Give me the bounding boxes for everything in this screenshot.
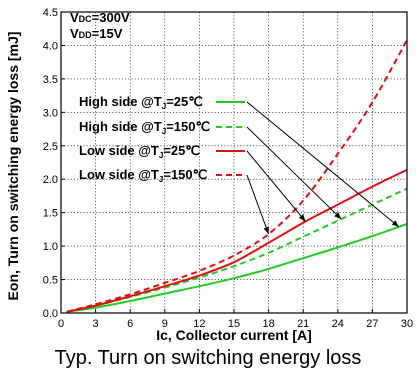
series-line-3 bbox=[66, 168, 408, 313]
y-tick-label: 2.0 bbox=[43, 174, 58, 186]
legend-arrow-1 bbox=[246, 101, 400, 228]
legend-label-2: High side @TJ=150℃ bbox=[79, 119, 210, 136]
legend: High side @TJ=25℃ High side @TJ=150℃ Low s… bbox=[79, 94, 245, 184]
x-tick-label: 12 bbox=[193, 318, 205, 330]
y-tick-label: 3.0 bbox=[43, 107, 58, 119]
legend-arrow-2 bbox=[246, 126, 342, 220]
x-tick-label: 21 bbox=[297, 318, 309, 330]
series-line-4 bbox=[66, 39, 408, 313]
legend-label-4: Low side @TJ=150℃ bbox=[79, 167, 207, 184]
legend-label-3: Low side @TJ=25℃ bbox=[79, 143, 200, 160]
y-tick-label: 4.5 bbox=[43, 7, 58, 19]
x-tick-label: 3 bbox=[93, 318, 99, 330]
series-line-1 bbox=[66, 223, 408, 313]
y-tick-label: 0.5 bbox=[43, 275, 58, 287]
y-tick-label: 1.0 bbox=[43, 241, 58, 253]
x-tick-label: 9 bbox=[162, 318, 168, 330]
y-tick-label: 3.5 bbox=[43, 74, 58, 86]
x-axis-label: Ic, Collector current [A] bbox=[156, 327, 312, 343]
y-tick-label: 4.0 bbox=[43, 40, 58, 52]
x-tick-label: 6 bbox=[127, 318, 133, 330]
data-curves bbox=[66, 39, 408, 313]
y-tick-label: 1.5 bbox=[43, 208, 58, 220]
chart: 0 3 6 9 12 15 18 21 24 27 30 0.0 0.5 1.0 1.5 2.0 2.5 3.0 3… bbox=[5, 7, 414, 343]
test-condition-1: VDC=300V bbox=[70, 10, 130, 25]
axis-ticks: 0 3 6 9 12 15 18 21 24 27 30 0.0 0.5 1.0 1.5 2.0 2.5 3.0 3… bbox=[43, 7, 413, 330]
legend-arrow-3 bbox=[246, 150, 306, 222]
legend-arrow-4 bbox=[246, 174, 270, 235]
test-condition-2: VDD=15V bbox=[70, 26, 123, 41]
x-tick-label: 18 bbox=[262, 318, 274, 330]
x-tick-label: 24 bbox=[332, 318, 344, 330]
y-tick-label: 2.5 bbox=[43, 141, 58, 153]
legend-arrows bbox=[246, 101, 400, 235]
x-tick-label: 0 bbox=[58, 318, 64, 330]
figure-caption: Typ. Turn on switching energy loss bbox=[54, 347, 362, 369]
x-tick-label: 15 bbox=[228, 318, 240, 330]
y-tick-label: 0.0 bbox=[43, 308, 58, 320]
legend-label-1: High side @TJ=25℃ bbox=[79, 94, 203, 111]
y-axis-label: Eon, Turn on switching energy loss [mJ] bbox=[5, 32, 21, 301]
x-tick-label: 27 bbox=[366, 318, 378, 330]
x-tick-label: 30 bbox=[401, 318, 413, 330]
